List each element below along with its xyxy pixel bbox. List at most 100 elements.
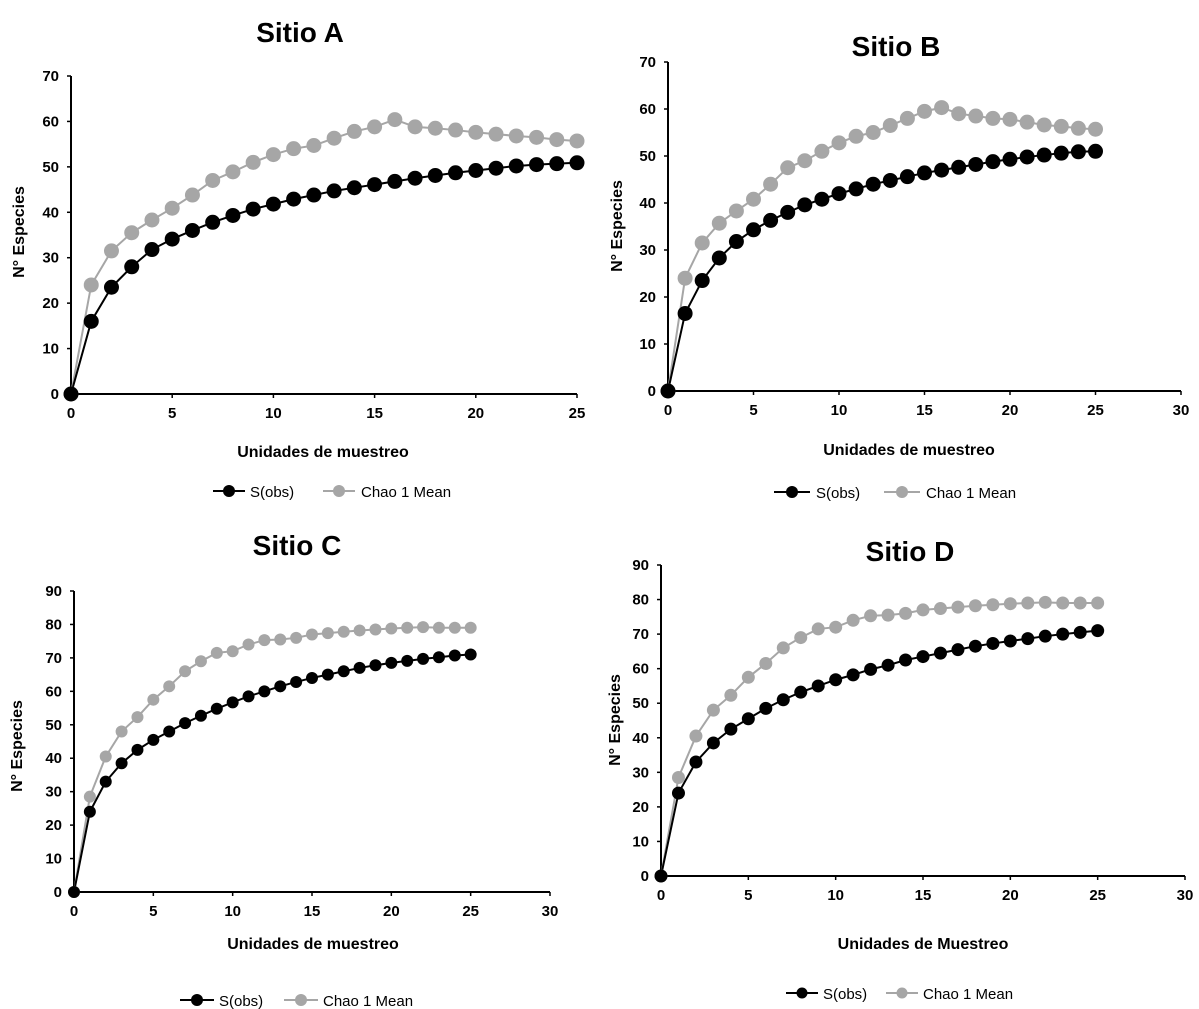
data-point-chao: [124, 225, 140, 241]
data-point-chao: [369, 623, 382, 636]
data-point-sobs: [741, 712, 755, 726]
chart-title: Sitio A: [256, 17, 344, 48]
data-point-chao: [1002, 111, 1018, 127]
data-point-sobs: [274, 680, 287, 693]
x-tick-label: 15: [915, 887, 932, 904]
data-point-chao: [226, 645, 239, 658]
data-point-sobs: [694, 273, 710, 289]
data-point-sobs: [814, 191, 830, 207]
data-point-sobs: [508, 158, 524, 174]
data-point-chao: [245, 154, 261, 170]
data-point-chao: [917, 103, 932, 119]
x-tick-label: 25: [462, 903, 479, 920]
x-tick-label: 20: [467, 405, 484, 422]
legend-marker-chao: [896, 486, 908, 498]
chart-title: Sitio B: [852, 31, 941, 62]
data-point-sobs: [846, 668, 860, 682]
data-point-chao: [814, 143, 830, 159]
series-line-sobs: [660, 629, 1098, 877]
data-point-chao: [865, 125, 881, 140]
plot-area: 0 10 20 30 40 50 60 70 80 90 0 5 10 15 20 25 30: [632, 557, 1193, 904]
data-point-chao: [671, 771, 685, 785]
data-point-chao: [103, 243, 119, 259]
plot-area: 0 10 20 30 40 50 60 70 0 5 10 15 20 25 30: [639, 54, 1189, 419]
data-point-sobs: [124, 259, 140, 275]
data-point-sobs: [933, 646, 947, 660]
data-point-sobs: [865, 176, 881, 192]
x-tick-label: 10: [265, 405, 282, 422]
data-point-chao: [951, 106, 967, 122]
data-point-sobs: [147, 733, 160, 746]
chart-title: Sitio C: [253, 530, 342, 561]
data-point-sobs: [205, 214, 221, 230]
data-point-chao: [464, 621, 477, 634]
series-line-chao: [667, 106, 1096, 392]
data-point-sobs: [163, 725, 176, 738]
data-point-sobs: [724, 722, 738, 736]
series-line-sobs: [70, 161, 578, 395]
y-tick-label: 20: [639, 289, 656, 306]
data-point-sobs: [1073, 625, 1087, 639]
y-axis-label: N° Especies: [11, 186, 28, 278]
y-tick-label: 90: [45, 583, 62, 600]
data-point-chao: [694, 235, 710, 251]
data-point-sobs: [226, 696, 239, 709]
data-point-sobs: [968, 156, 984, 172]
data-point-sobs: [115, 757, 128, 770]
data-point-chao: [763, 176, 779, 192]
data-point-chao: [1036, 117, 1052, 133]
x-tick-label: 0: [664, 402, 672, 419]
data-point-chao: [846, 613, 860, 627]
data-point-chao: [164, 200, 180, 216]
series-line-sobs: [73, 653, 471, 893]
x-axis-label: Unidades de muestreo: [227, 936, 399, 953]
data-point-sobs: [194, 709, 207, 722]
data-point-sobs: [488, 160, 504, 176]
x-tick-label: 25: [1089, 887, 1106, 904]
data-point-chao: [468, 124, 484, 140]
data-point-sobs: [848, 181, 864, 197]
data-point-chao: [337, 625, 350, 638]
data-point-chao: [916, 603, 930, 617]
data-point-chao: [1038, 595, 1052, 609]
data-point-chao: [811, 622, 825, 636]
data-point-sobs: [326, 183, 342, 199]
data-point-sobs: [68, 886, 80, 898]
data-point-chao: [968, 599, 982, 613]
x-axis-label: Unidades de muestreo: [823, 442, 995, 459]
legend-label-sobs: S(obs): [823, 986, 867, 1003]
data-point-sobs: [83, 313, 99, 329]
y-tick-label: 60: [639, 101, 656, 118]
data-point-chao: [83, 790, 96, 803]
data-point-chao: [321, 627, 334, 640]
data-point-sobs: [1070, 144, 1086, 160]
data-point-sobs: [1088, 143, 1103, 159]
y-tick-label: 40: [639, 195, 656, 212]
data-point-chao: [1073, 596, 1087, 610]
y-tick-label: 60: [632, 661, 649, 678]
y-tick-label: 50: [45, 717, 62, 734]
y-tick-label: 80: [632, 592, 649, 609]
y-tick-label: 80: [45, 616, 62, 633]
data-point-chao: [985, 110, 1001, 126]
y-tick-label: 10: [639, 336, 656, 353]
data-point-chao: [1088, 121, 1103, 137]
data-point-sobs: [968, 639, 982, 653]
y-tick-label: 10: [632, 833, 649, 850]
data-point-chao: [986, 598, 1000, 612]
y-tick-label: 30: [42, 250, 59, 267]
x-tick-label: 0: [657, 887, 665, 904]
data-point-sobs: [1019, 149, 1035, 165]
y-tick-label: 20: [632, 799, 649, 816]
data-point-sobs: [1003, 634, 1017, 648]
data-point-sobs: [711, 250, 727, 266]
data-point-chao: [385, 622, 398, 635]
data-point-sobs: [881, 658, 895, 672]
y-tick-label: 50: [42, 159, 59, 176]
legend: S(obs) Chao 1 Mean: [213, 484, 451, 501]
data-point-sobs: [337, 665, 350, 678]
legend-marker-sobs: [796, 987, 808, 999]
data-point-chao: [488, 126, 504, 142]
data-point-chao: [794, 631, 808, 645]
